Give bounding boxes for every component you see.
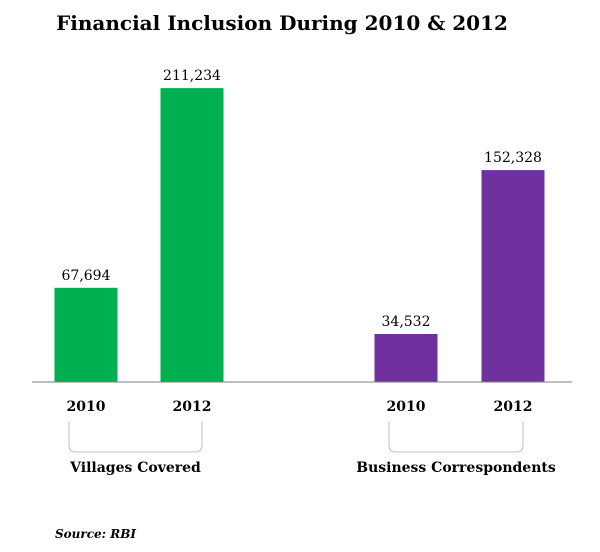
bar-2010-group-0 xyxy=(54,287,118,382)
group-bracket xyxy=(388,421,524,453)
x-tick-label: 2012 xyxy=(173,399,212,415)
source-note: Source: RBI xyxy=(55,527,136,541)
chart-title: Financial Inclusion During 2010 & 2012 xyxy=(56,11,508,35)
group-label: Villages Covered xyxy=(69,460,201,476)
bar-2012-group-0 xyxy=(160,88,224,382)
plot-area: 67,694 2010 211,234 2012 Villages Covered 34,… xyxy=(54,68,556,476)
data-label: 34,532 xyxy=(382,314,431,330)
bar-2012-group-1 xyxy=(481,170,545,382)
group-label: Business Correspondents xyxy=(356,460,556,476)
data-label: 211,234 xyxy=(163,68,221,84)
x-tick-label: 2012 xyxy=(494,399,533,415)
x-tick-label: 2010 xyxy=(67,399,106,415)
data-label: 152,328 xyxy=(484,150,542,166)
x-tick-label: 2010 xyxy=(387,399,426,415)
data-label: 67,694 xyxy=(62,268,111,284)
group-bracket xyxy=(68,421,203,453)
bar-2010-group-1 xyxy=(374,334,438,382)
